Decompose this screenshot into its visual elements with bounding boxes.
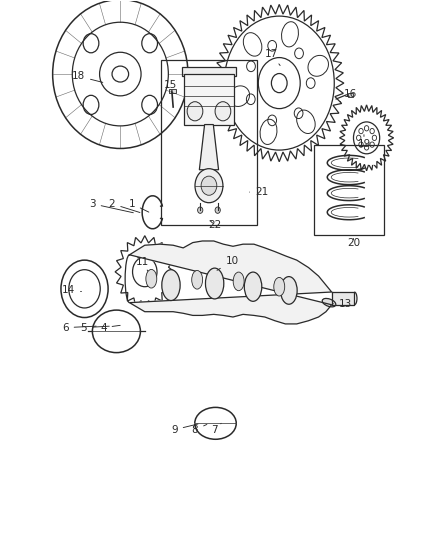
Text: 2: 2 <box>109 199 140 213</box>
Text: 20: 20 <box>347 238 360 247</box>
Circle shape <box>195 168 223 203</box>
Bar <box>348 93 353 98</box>
Text: 19: 19 <box>357 135 371 149</box>
Bar <box>161 60 257 225</box>
Text: 4: 4 <box>100 322 120 333</box>
Text: 11: 11 <box>136 257 149 272</box>
Text: 10: 10 <box>217 256 239 270</box>
Polygon shape <box>332 292 354 305</box>
Bar <box>169 89 176 93</box>
Ellipse shape <box>205 268 224 299</box>
Ellipse shape <box>146 269 157 288</box>
Circle shape <box>187 102 203 121</box>
Text: 7: 7 <box>211 423 221 435</box>
Text: 13: 13 <box>332 298 352 309</box>
Text: 8: 8 <box>192 424 207 435</box>
Text: 6: 6 <box>62 322 96 333</box>
Text: 16: 16 <box>340 88 357 102</box>
Bar <box>184 74 234 125</box>
Ellipse shape <box>192 270 203 289</box>
Ellipse shape <box>162 270 180 301</box>
Text: 1: 1 <box>128 199 149 212</box>
FancyBboxPatch shape <box>182 67 236 76</box>
Polygon shape <box>199 125 219 169</box>
Ellipse shape <box>244 272 262 301</box>
Text: 9: 9 <box>171 424 198 435</box>
Ellipse shape <box>322 298 336 307</box>
Text: 5: 5 <box>80 322 109 333</box>
Circle shape <box>201 176 217 195</box>
Ellipse shape <box>233 272 244 290</box>
Circle shape <box>215 102 231 121</box>
Text: 18: 18 <box>72 71 103 83</box>
Ellipse shape <box>281 277 297 304</box>
Ellipse shape <box>274 277 285 296</box>
Circle shape <box>215 207 220 213</box>
Text: 15: 15 <box>163 80 177 94</box>
Text: 14: 14 <box>62 286 81 295</box>
Text: 17: 17 <box>265 49 280 66</box>
Polygon shape <box>130 241 332 324</box>
Circle shape <box>198 207 203 213</box>
Text: 3: 3 <box>89 199 133 213</box>
Text: 21: 21 <box>250 187 268 197</box>
Text: 22: 22 <box>208 220 221 230</box>
Bar <box>314 146 384 235</box>
